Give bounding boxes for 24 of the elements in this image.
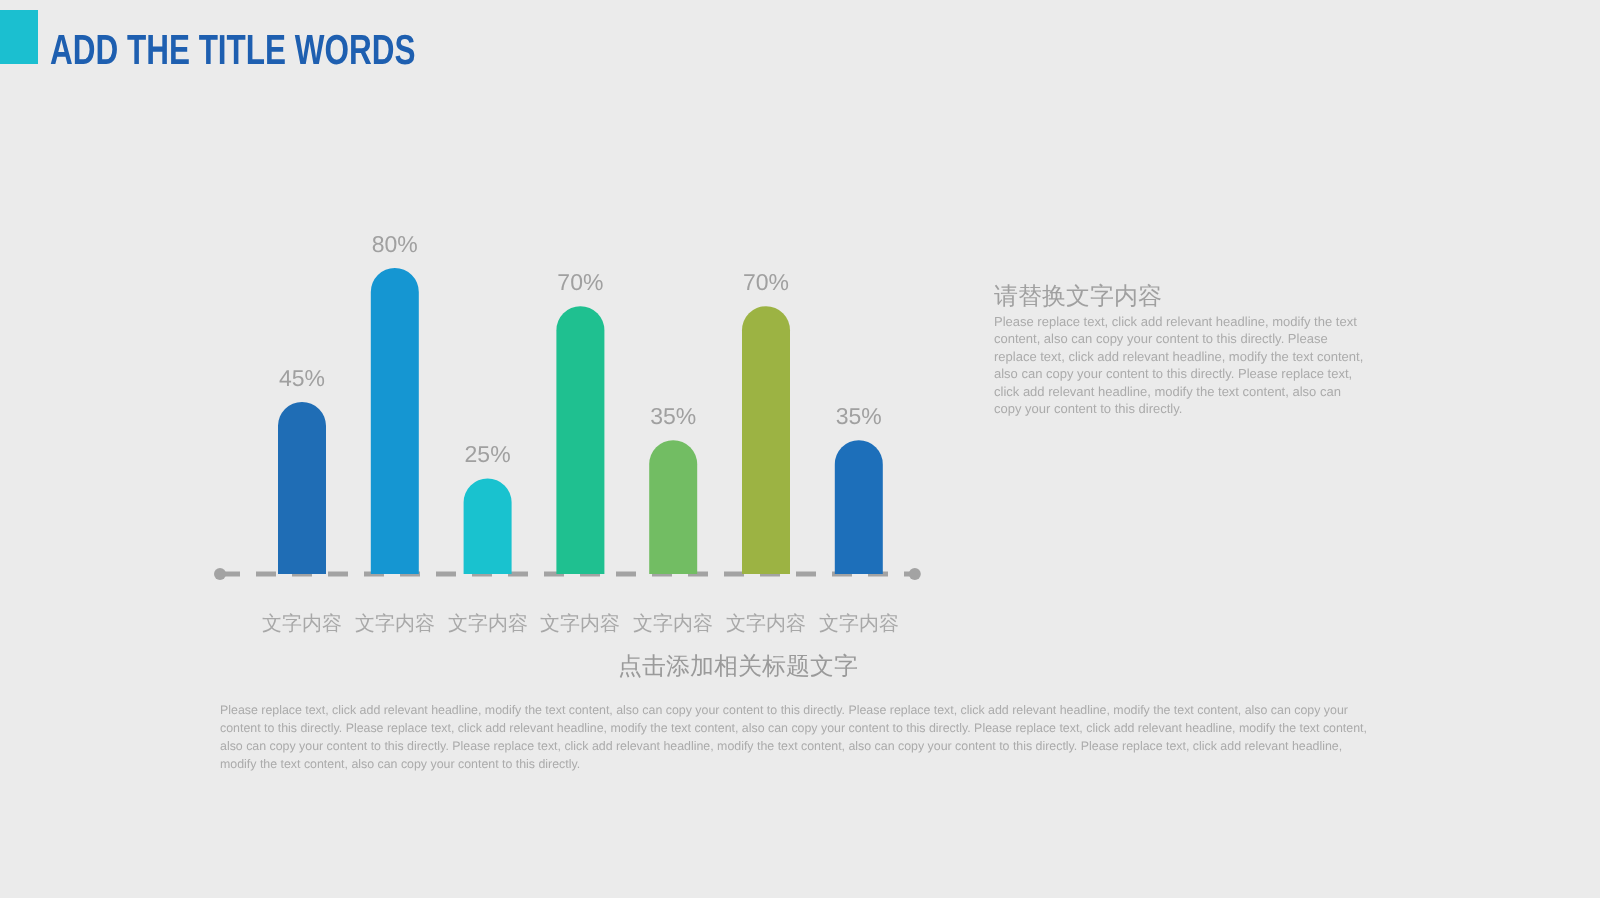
- bar: [370, 268, 419, 574]
- x-tick-label: 文字内容: [354, 612, 435, 636]
- x-tick-label: 文字内容: [633, 612, 714, 636]
- data-label: 35%: [650, 406, 697, 431]
- bar: [278, 401, 326, 574]
- data-label: 70%: [742, 272, 790, 297]
- x-tick-label: 文字内容: [447, 612, 528, 636]
- chart-title: ADD THE TITLE WORDS: [50, 25, 416, 74]
- data-label: 35%: [835, 406, 882, 431]
- bar: [649, 440, 698, 574]
- text: 请替换文字内容: [994, 282, 1162, 310]
- bar: [742, 306, 790, 574]
- data-label: 25%: [464, 444, 511, 469]
- data-label: 45%: [278, 367, 326, 392]
- data-label: 70%: [557, 272, 604, 297]
- x-tick-label: 文字内容: [540, 612, 621, 636]
- bar: [834, 440, 883, 574]
- x-tick-label: 文字内容: [818, 612, 899, 636]
- bar: [556, 306, 605, 574]
- data-label: 80%: [371, 234, 418, 258]
- bar: [463, 478, 512, 574]
- x-tick-label: 文字内容: [262, 612, 342, 636]
- x-tick-label: 文字内容: [726, 612, 806, 636]
- x-axis-title: 点击添加相关标题文字: [618, 652, 858, 680]
